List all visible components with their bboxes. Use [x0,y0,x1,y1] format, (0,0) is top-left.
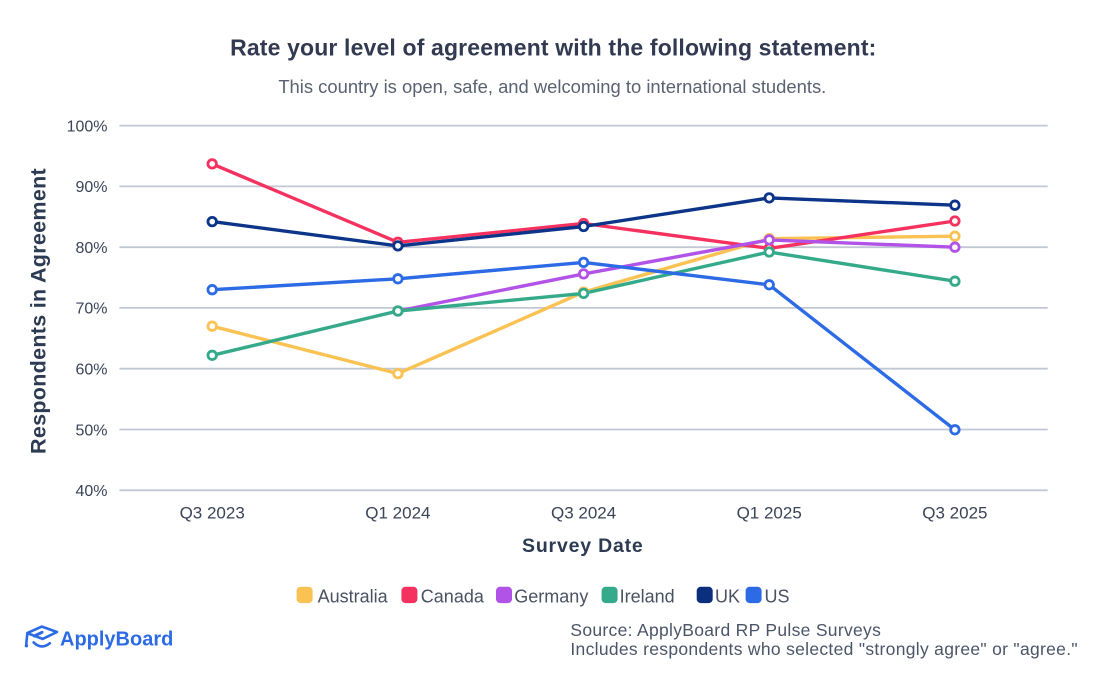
svg-text:70%: 70% [75,301,107,318]
svg-text:US: US [765,586,790,606]
svg-text:Canada: Canada [421,586,485,606]
svg-text:Respondents in Agreement: Respondents in Agreement [27,168,51,454]
svg-text:Source: ApplyBoard RP Pulse Su: Source: ApplyBoard RP Pulse Surveys [570,620,881,640]
svg-text:60%: 60% [75,362,107,379]
svg-text:40%: 40% [75,483,107,500]
svg-text:Q3 2025: Q3 2025 [922,504,987,523]
svg-text:Australia: Australia [318,586,389,606]
svg-text:Rate your level of agreement w: Rate your level of agreement with the fo… [230,35,876,61]
svg-text:Germany: Germany [514,586,588,606]
svg-text:Q1 2025: Q1 2025 [737,504,802,523]
svg-text:90%: 90% [75,179,107,196]
svg-text:Ireland: Ireland [620,586,675,606]
svg-text:50%: 50% [75,422,107,439]
svg-text:Q3 2024: Q3 2024 [551,504,616,523]
svg-text:80%: 80% [75,240,107,257]
svg-text:UK: UK [715,586,740,606]
svg-text:ApplyBoard: ApplyBoard [60,629,173,651]
svg-text:Includes respondents who selec: Includes respondents who selected "stron… [570,639,1077,659]
svg-text:Survey Date: Survey Date [522,535,644,557]
svg-text:Q3 2023: Q3 2023 [180,504,245,523]
svg-text:Q1 2024: Q1 2024 [365,504,430,523]
svg-text:This country is open, safe, an: This country is open, safe, and welcomin… [278,76,826,97]
svg-text:100%: 100% [67,118,108,135]
